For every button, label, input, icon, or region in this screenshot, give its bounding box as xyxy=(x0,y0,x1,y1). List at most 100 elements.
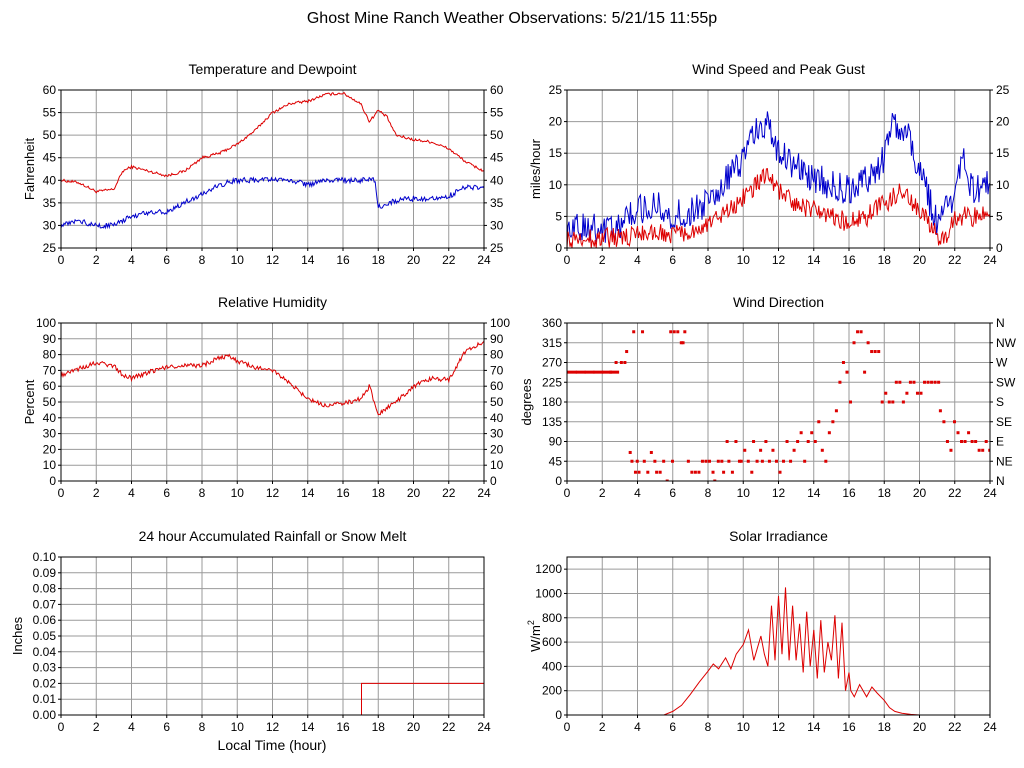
dir-point xyxy=(637,470,641,474)
rain-ytick-label: 0.09 xyxy=(33,566,57,580)
rain-frame xyxy=(60,556,485,716)
solar-ylabel: W/m2 xyxy=(526,620,543,652)
dir-point xyxy=(792,448,796,452)
rh-ytick-label: 90 xyxy=(43,332,57,346)
wind-xtick-label: 2 xyxy=(599,253,606,267)
rain-xtick-label: 8 xyxy=(199,720,206,734)
wind-rtick-label: 5 xyxy=(996,209,1003,223)
wind-plot-area xyxy=(567,111,990,248)
solar-plot-area xyxy=(567,587,990,715)
dir-xtick-label: 2 xyxy=(599,486,606,500)
rainfall-chart: 24 hour Accumulated Rainfall or Snow Mel… xyxy=(10,528,491,734)
dir-point xyxy=(713,479,717,481)
dir-point xyxy=(799,431,803,435)
temp-xtick-label: 22 xyxy=(442,253,456,267)
dir-point xyxy=(785,440,789,443)
dir-xtick-label: 8 xyxy=(705,486,712,500)
dir-point xyxy=(771,448,775,452)
dir-point xyxy=(722,470,726,474)
rh-rtick-label: 70 xyxy=(490,363,504,377)
dir-point xyxy=(967,431,971,435)
rain-xtick-label: 2 xyxy=(93,720,100,734)
dir-point xyxy=(743,448,747,452)
rh-ytick-label: 0 xyxy=(49,474,56,488)
dir-point xyxy=(655,470,659,474)
dir-point xyxy=(704,459,708,463)
dir-point xyxy=(845,370,849,374)
temp-xtick-label: 8 xyxy=(199,253,206,267)
solar-ytick-label: 200 xyxy=(542,684,562,698)
rain-plot-area xyxy=(61,682,484,715)
solar-xtick-label: 10 xyxy=(737,720,751,734)
dir-point xyxy=(737,459,741,463)
wind-rtick-label: 25 xyxy=(996,83,1010,97)
dir-point xyxy=(632,330,636,334)
dir-point xyxy=(635,459,639,463)
dir-point xyxy=(697,470,701,474)
rh-ytick-label: 40 xyxy=(43,411,57,425)
rh-xtick-label: 10 xyxy=(231,486,245,500)
dir-point xyxy=(760,459,764,463)
rh-xtick-label: 14 xyxy=(301,486,315,500)
temp-rtick-label: 25 xyxy=(490,241,504,255)
dir-point xyxy=(746,459,750,463)
dir-point xyxy=(915,391,919,395)
dir-point xyxy=(952,420,956,424)
dir-ylabel: degrees xyxy=(519,378,534,425)
dir-point xyxy=(827,431,831,435)
dir-point xyxy=(683,330,687,334)
rh-ytick-label: 70 xyxy=(43,363,57,377)
dir-frame xyxy=(566,322,991,482)
dir-ytick-label: 225 xyxy=(542,375,562,389)
dir-point xyxy=(824,459,828,463)
solar-xtick-label: 20 xyxy=(913,720,927,734)
temp-ytick-label: 50 xyxy=(43,128,57,142)
dir-xtick-label: 18 xyxy=(878,486,892,500)
dir-point xyxy=(670,459,674,463)
temp-rtick-label: 30 xyxy=(490,218,504,232)
dir-point xyxy=(942,420,946,424)
dir-point xyxy=(693,470,697,474)
dir-point xyxy=(725,440,729,443)
dir-point xyxy=(817,420,821,424)
dir-point xyxy=(602,370,613,374)
rain-ytick-label: 0.02 xyxy=(33,676,57,690)
dir-point xyxy=(891,400,895,404)
rain-ytick-label: 0.03 xyxy=(33,661,57,675)
dir-point xyxy=(764,440,768,443)
dir-point xyxy=(658,470,662,474)
rain-xtick-label: 24 xyxy=(477,720,491,734)
dir-point xyxy=(727,459,731,463)
dir-point xyxy=(977,448,981,452)
page-title: Ghost Mine Ranch Weather Observations: 5… xyxy=(307,10,717,27)
wind-title: Wind Speed and Peak Gust xyxy=(692,61,865,77)
temp-series-line xyxy=(61,176,484,230)
solar-series-line xyxy=(567,587,990,715)
solar-xtick-label: 24 xyxy=(983,720,997,734)
dir-point xyxy=(690,470,694,474)
dir-point xyxy=(905,391,909,395)
rain-ytick-label: 0.08 xyxy=(33,582,57,596)
dir-grid xyxy=(567,323,990,481)
rain-ylabel: Inches xyxy=(10,616,25,655)
wind-ytick-label: 15 xyxy=(549,146,563,160)
rh-ytick-label: 80 xyxy=(43,348,57,362)
dir-point xyxy=(752,440,756,443)
dir-point xyxy=(734,440,738,443)
dir-title: Wind Direction xyxy=(733,294,824,310)
dir-point xyxy=(672,330,676,334)
dir-point xyxy=(716,459,720,463)
rh-xtick-label: 22 xyxy=(442,486,456,500)
solar-ytick-label: 1000 xyxy=(535,586,562,600)
solar-xtick-label: 8 xyxy=(705,720,712,734)
rh-xtick-label: 16 xyxy=(336,486,350,500)
x-axis-label: Local Time (hour) xyxy=(218,737,327,753)
temp-xtick-label: 12 xyxy=(266,253,280,267)
dir-point xyxy=(711,470,715,474)
solar-grid xyxy=(567,557,990,715)
solar-xtick-label: 12 xyxy=(772,720,786,734)
rh-rtick-label: 60 xyxy=(490,379,504,393)
wind-xtick-label: 8 xyxy=(705,253,712,267)
